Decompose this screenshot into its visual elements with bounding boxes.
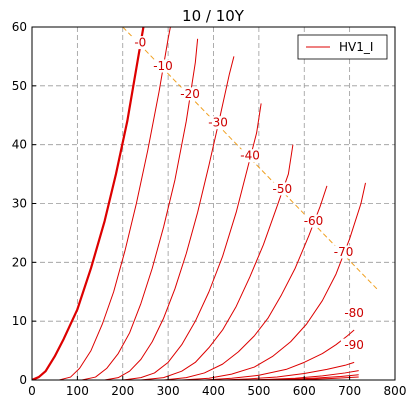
x-tick-label: 800: [384, 384, 407, 398]
curve-label-grid-80: -80: [344, 306, 364, 320]
curve-label-bg: [149, 59, 177, 73]
x-tick-label: 0: [28, 384, 36, 398]
y-tick-label: 50: [12, 79, 27, 93]
x-tick-label: 100: [66, 384, 89, 398]
curve-label-bg: [340, 306, 368, 320]
curve-label-grid-50: -50: [272, 182, 292, 196]
x-tick-label: 400: [202, 384, 225, 398]
curve-label-grid-70: -70: [334, 245, 354, 259]
y-tick-label: 10: [12, 314, 27, 328]
curve-label-bg: [330, 245, 357, 259]
y-tick-label: 20: [12, 255, 27, 269]
y-tick-label: 60: [12, 20, 27, 34]
series-line-grid-90: [222, 361, 355, 380]
curve-label-grid-30: -30: [208, 116, 228, 130]
curve-labels: -0 -10 -20 -30 -40 -50 -60 -70 -80 -90: [130, 36, 368, 352]
y-tick-label: 30: [12, 197, 27, 211]
grid: [32, 27, 395, 380]
series-line-grid-40: [122, 103, 262, 380]
curve-label-grid-20: -20: [180, 87, 200, 101]
chart-title: 10 / 10Y: [182, 7, 245, 25]
curve-label-grid-40: -40: [240, 149, 260, 163]
x-tick-label: 600: [293, 384, 316, 398]
x-tick-label: 500: [247, 384, 270, 398]
y-tick-label: 0: [19, 373, 27, 387]
curve-label-bg: [269, 182, 296, 196]
x-tick-label: 200: [111, 384, 134, 398]
y-tick-label: 40: [12, 138, 27, 152]
curve-label-bg: [130, 36, 150, 50]
series-line-grid-60: [163, 185, 328, 380]
curve-label-bg: [204, 116, 232, 130]
legend: HV1_I: [297, 34, 388, 60]
curve-label-bg: [176, 87, 204, 101]
curve-label-grid-0: -0: [134, 36, 146, 50]
series-line-grid-30: [104, 56, 235, 380]
legend-entry-hv1-i: HV1_I: [339, 40, 373, 54]
curve-label-grid-60: -60: [304, 214, 324, 228]
curve-label-bg: [236, 149, 264, 163]
series-line-grid-10: [59, 27, 171, 380]
curve-label-grid-10: -10: [153, 59, 173, 73]
plot-frame: [31, 26, 396, 381]
curve-label-grid-90: -90: [344, 338, 364, 352]
ticks: 0 100 200 300 400 500 600 700 800 0 10 20 30 40 50 60: [12, 20, 407, 398]
series-line-grid-50: [140, 144, 294, 380]
series-line-grid-20: [81, 38, 199, 380]
x-tick-label: 300: [157, 384, 180, 398]
curve-label-bg: [300, 214, 327, 228]
curve-label-bg: [340, 338, 368, 352]
series-line-grid-0: [32, 27, 145, 380]
series-line-grid-70: [181, 182, 366, 380]
curves: [32, 27, 366, 380]
x-tick-label: 700: [338, 384, 361, 398]
series-line-grid-80: [204, 329, 355, 380]
